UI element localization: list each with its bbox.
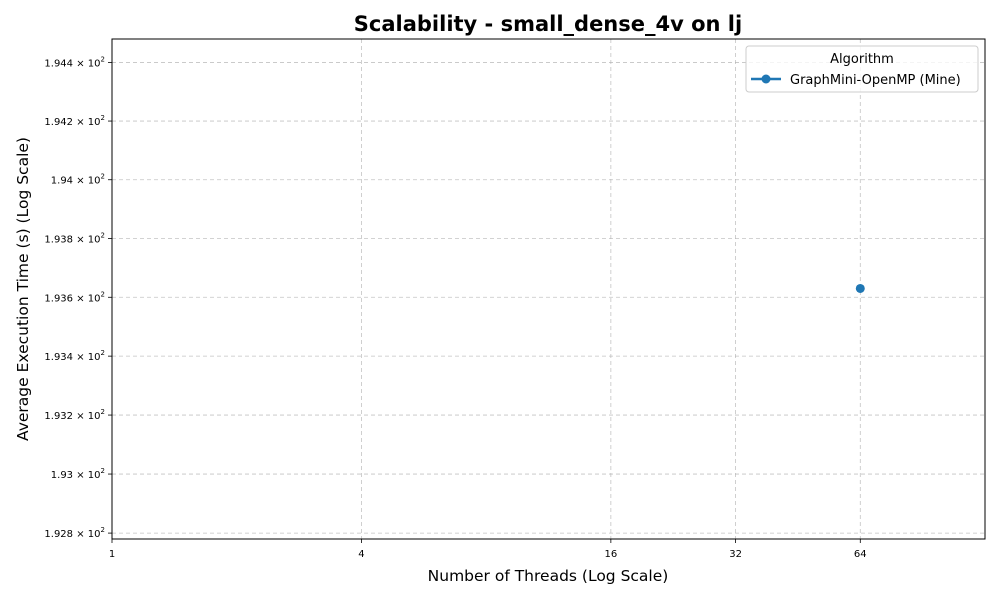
y-tick-label: 1.932 × 102	[44, 408, 105, 422]
y-tick-base: 10	[88, 352, 101, 363]
y-tick-exponent: 2	[101, 349, 105, 357]
legend-items: GraphMini-OpenMP (Mine)	[751, 73, 961, 88]
y-tick-times: ×	[73, 470, 88, 481]
plot-frame	[111, 38, 986, 540]
y-axis-label: Average Execution Time (s) (Log Scale)	[14, 137, 32, 441]
legend: Algorithm GraphMini-OpenMP (Mine)	[745, 45, 979, 93]
y-tick-label: 1.944 × 102	[44, 55, 105, 69]
y-tick-times: ×	[73, 529, 88, 540]
y-tick-exponent: 2	[101, 467, 105, 475]
chart-title: Scalability - small_dense_4v on lj	[354, 12, 742, 36]
y-tick-mantissa: 1.938	[44, 234, 73, 245]
y-tick-times: ×	[73, 411, 88, 422]
y-tick-exponent: 2	[101, 290, 105, 298]
legend-title: Algorithm	[830, 52, 894, 67]
y-tick-exponent: 2	[101, 408, 105, 416]
y-tick-mantissa: 1.93	[51, 470, 73, 481]
x-tick-label: 32	[729, 549, 742, 560]
y-tick-mantissa: 1.932	[44, 411, 73, 422]
x-tick-label: 1	[109, 549, 115, 560]
y-tick-times: ×	[73, 58, 88, 69]
y-tick-base: 10	[88, 58, 101, 69]
y-tick-base: 10	[88, 176, 101, 187]
y-tick-mantissa: 1.934	[44, 352, 73, 363]
x-axis-ticks: 1 4 16 32 64	[109, 539, 867, 560]
grid	[111, 39, 985, 539]
y-tick-times: ×	[73, 117, 88, 128]
y-tick-base: 10	[88, 117, 101, 128]
series-layer	[855, 283, 865, 293]
y-tick-label: 1.934 × 102	[44, 349, 105, 363]
y-tick-exponent: 2	[101, 526, 105, 534]
y-tick-base: 10	[88, 234, 101, 245]
data-point	[855, 283, 865, 293]
y-tick-times: ×	[73, 234, 88, 245]
legend-label: GraphMini-OpenMP (Mine)	[790, 73, 961, 88]
y-tick-mantissa: 1.944	[44, 58, 73, 69]
y-tick-exponent: 2	[101, 231, 105, 239]
y-tick-exponent: 2	[101, 55, 105, 63]
y-tick-base: 10	[88, 470, 101, 481]
y-tick-mantissa: 1.928	[44, 529, 73, 540]
y-tick-mantissa: 1.936	[44, 293, 73, 304]
y-tick-label: 1.938 × 102	[44, 231, 105, 245]
y-tick-base: 10	[88, 529, 101, 540]
x-tick-label: 64	[854, 549, 867, 560]
y-tick-base: 10	[88, 411, 101, 422]
y-tick-label: 1.942 × 102	[44, 114, 105, 128]
y-tick-exponent: 2	[101, 114, 105, 122]
legend-box	[745, 45, 979, 93]
x-tick-label: 4	[358, 549, 364, 560]
x-tick-label: 16	[604, 549, 617, 560]
y-tick-times: ×	[73, 352, 88, 363]
y-tick-label: 1.936 × 102	[44, 290, 105, 304]
y-tick-times: ×	[73, 293, 88, 304]
y-tick-label: 1.928 × 102	[44, 526, 105, 540]
y-tick-label: 1.94 × 102	[51, 173, 105, 187]
y-tick-times: ×	[73, 176, 88, 187]
y-tick-base: 10	[88, 293, 101, 304]
y-tick-mantissa: 1.94	[51, 176, 73, 187]
y-tick-mantissa: 1.942	[44, 117, 73, 128]
y-tick-label: 1.93 × 102	[51, 467, 105, 481]
y-tick-exponent: 2	[101, 173, 105, 181]
x-axis-label: Number of Threads (Log Scale)	[428, 567, 669, 585]
legend-marker	[761, 74, 771, 84]
